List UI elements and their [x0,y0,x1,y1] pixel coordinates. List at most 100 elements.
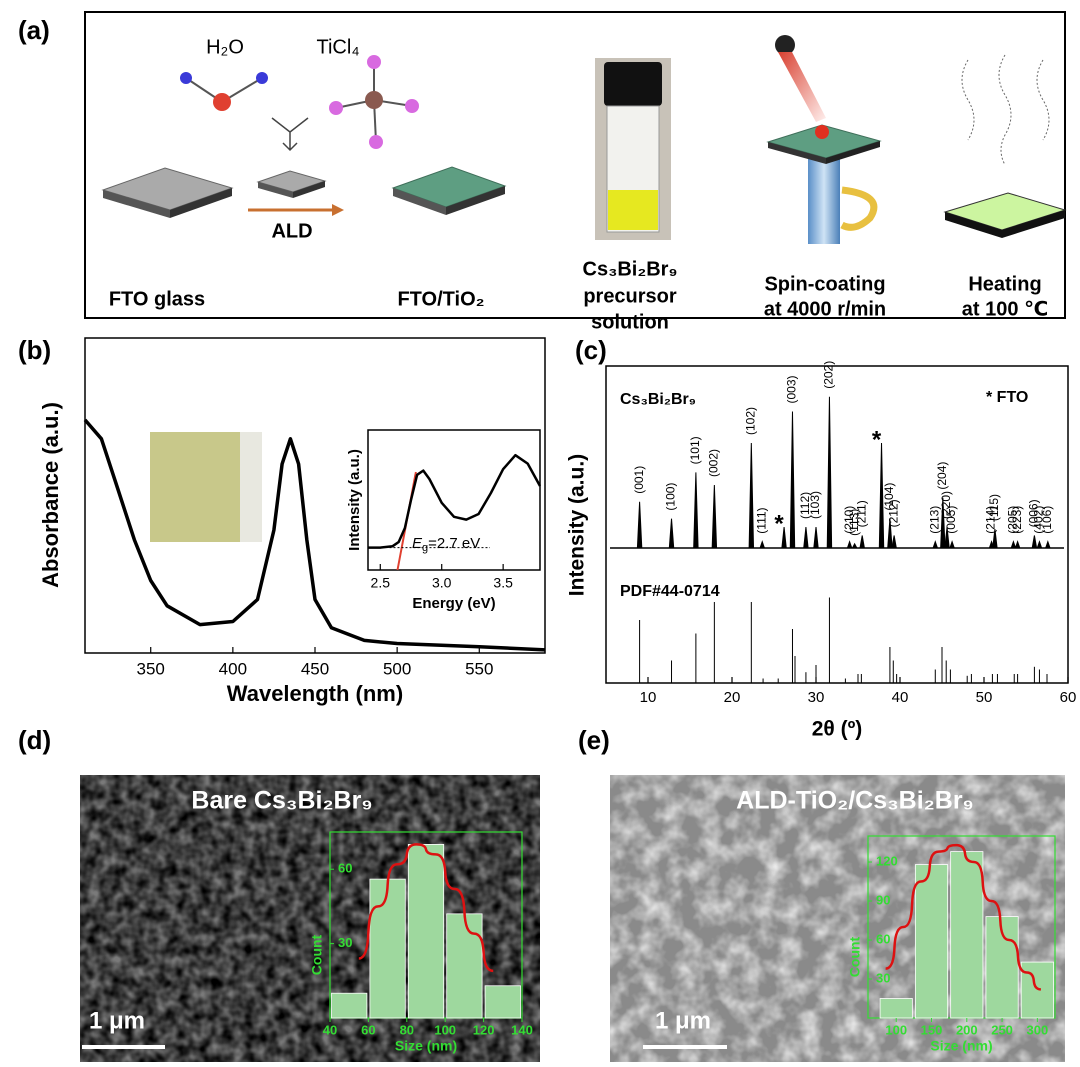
tio2-plate [391,166,507,215]
xrd-peak [887,518,893,549]
peak-label: (214) [984,506,998,534]
xrd-peak [813,526,819,549]
step-label: FTO/TiO₂ [397,288,484,310]
vial [595,58,671,240]
x-tick-label: 3.0 [432,575,452,591]
merge-arrow [271,117,309,152]
peak-label: (006) [1027,499,1041,527]
sem-label: ALD-TiO₂/Cs₃Bi₂Br₉ [736,787,974,815]
xrd-peak [891,535,897,549]
xrd-peak [851,542,858,549]
xrd-peak [668,518,675,549]
dropper [775,35,795,55]
panel-a-frame [84,11,1066,319]
x-tick-label: 500 [383,659,411,678]
histogram-bar [407,844,445,1019]
peak-label: (101) [688,436,702,464]
peak-marker: * [872,426,882,453]
xrd-peak [781,526,787,549]
vial-cap [604,62,662,106]
peak-label: (220) [939,491,953,519]
peak-label: (223) [1010,506,1024,534]
peak-label: (210) [842,506,856,534]
xrd-peak [859,535,865,549]
histogram-bar [369,878,406,1019]
peak-label: (103) [808,491,822,519]
xrd-peak [1014,540,1021,549]
sem-label: Bare Cs₃Bi₂Br₉ [191,787,372,815]
annotation-symbol: E [412,535,423,552]
peak-label: (115) [987,494,1001,521]
y-axis-label: Intensity (a.u.) [566,454,589,596]
peak-label: (202) [822,361,836,389]
plot-frame [367,429,541,571]
y-axis-label: Intensity (a.u.) [346,449,363,551]
ticl4-molecule [329,55,419,149]
atom [213,93,231,111]
y-tick-label: 60 [338,861,352,876]
panel-label: (a) [18,15,50,45]
legend: * FTO [986,389,1028,406]
data-line [368,453,542,549]
xrd-peak [878,442,885,549]
step-label: FTO glass [109,288,205,310]
y-tick-label: 90 [876,892,890,907]
molecule-label: H₂O [206,36,244,58]
reference-label: PDF#44-0714 [620,583,720,600]
y-axis-label: Absorbance (a.u.) [38,402,63,588]
plate-side [393,188,446,215]
xrd-peak [932,540,938,549]
peak-label: (003) [785,375,799,403]
plate-side [293,181,325,198]
xrd-peak [803,526,809,549]
plate-side [826,141,880,164]
xrd-peak [1045,540,1051,549]
peak-label: (100) [664,483,678,511]
peak-label: (002) [707,449,721,477]
step-label: at 4000 r/min [764,298,886,320]
x-tick-label: 30 [808,689,825,706]
xrd-peak [711,484,718,549]
molecule-label: TiCl₄ [317,36,360,58]
peak-label: (104) [882,483,896,511]
process-label: ALD [271,220,312,242]
panel-label: (d) [18,725,51,755]
xrd-peak [636,501,643,549]
peak-label: (111) [754,507,768,533]
step-label: solution [591,311,669,333]
peak-label: (001) [632,466,646,494]
step-label: at 100 ℃ [962,298,1048,320]
xrd-peak [759,540,765,549]
x-tick-label: 40 [892,689,909,706]
film-photo-edge [240,432,262,542]
step-label: Spin-coating [764,273,885,295]
y-tick-label: 30 [876,970,890,985]
xrd-peak [949,540,955,549]
step-label: precursor [583,285,677,307]
peak-label: (113) [847,509,861,536]
heating [943,54,1067,238]
fto-plate [101,167,234,218]
plate-side [170,188,232,218]
annotation: Eg=2.7 eV [412,535,480,554]
xrd-peak [1036,540,1043,549]
x-tick-label: 200 [956,1022,978,1037]
xrd-peak [940,497,946,549]
y-tick-label: 120 [876,853,898,868]
x-tick-label: 100 [434,1022,456,1037]
xrd-peak [944,526,950,549]
x-axis-label: 2θ (º) [812,718,863,741]
data-line [83,418,546,652]
sample-label: Cs₃Bi₂Br₉ [620,391,696,408]
x-tick-label: 20 [724,689,741,706]
dropper-beam [778,52,826,122]
atom [180,72,192,84]
x-tick-label: 350 [137,659,165,678]
peak-label: (213) [927,506,941,534]
histogram-bar [950,851,984,1019]
peak-label: (102) [743,407,757,435]
peak-label: (211) [854,500,868,527]
peak-label: (205) [1006,506,1020,534]
atom [405,99,419,113]
